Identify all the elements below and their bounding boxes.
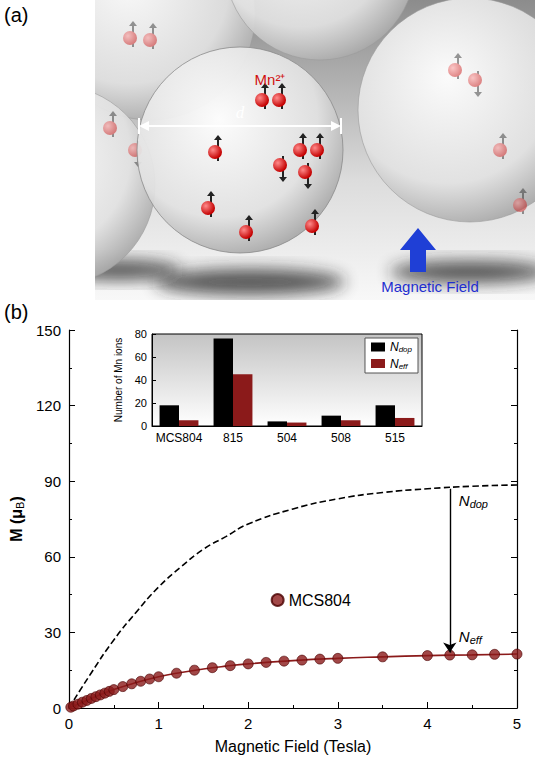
svg-text:20: 20 — [135, 397, 147, 409]
svg-text:504: 504 — [277, 431, 297, 445]
svg-text:515: 515 — [385, 431, 405, 445]
svg-text:d: d — [236, 103, 245, 122]
svg-text:1: 1 — [154, 715, 162, 732]
svg-text:Mn²⁺: Mn²⁺ — [255, 71, 286, 88]
svg-text:30: 30 — [44, 624, 61, 641]
svg-text:Magnetic Field: Magnetic Field — [381, 278, 479, 295]
svg-text:N: N — [390, 357, 399, 371]
svg-text:508: 508 — [331, 431, 351, 445]
svg-text:0: 0 — [65, 715, 73, 732]
svg-text:M (μ: M (μ — [8, 509, 25, 542]
svg-text:): ) — [8, 496, 25, 501]
svg-text:3: 3 — [334, 715, 342, 732]
svg-text:90: 90 — [44, 473, 61, 490]
svg-text:60: 60 — [135, 351, 147, 363]
svg-text:60: 60 — [44, 548, 61, 565]
svg-text:eff: eff — [470, 634, 483, 646]
svg-text:80: 80 — [135, 328, 147, 340]
svg-text:815: 815 — [223, 431, 243, 445]
svg-text:dop: dop — [399, 345, 413, 354]
svg-text:N: N — [459, 628, 470, 645]
svg-text:dop: dop — [470, 498, 488, 510]
svg-text:0: 0 — [141, 420, 147, 432]
svg-text:Number of Mn ions: Number of Mn ions — [113, 338, 124, 422]
svg-text:120: 120 — [36, 397, 61, 414]
svg-text:Magnetic Field (Tesla): Magnetic Field (Tesla) — [215, 738, 372, 755]
svg-text:0: 0 — [53, 700, 61, 717]
svg-text:4: 4 — [423, 715, 431, 732]
svg-text:eff: eff — [399, 362, 409, 371]
svg-text:(b): (b) — [4, 301, 28, 323]
svg-text:N: N — [459, 492, 470, 509]
svg-text:2: 2 — [244, 715, 252, 732]
svg-text:B: B — [14, 502, 26, 509]
svg-text:N: N — [390, 340, 399, 354]
svg-text:150: 150 — [36, 322, 61, 339]
svg-text:5: 5 — [513, 715, 521, 732]
svg-text:(a): (a) — [4, 4, 28, 26]
svg-text:MCS804: MCS804 — [289, 592, 351, 609]
svg-text:40: 40 — [135, 374, 147, 386]
svg-text:MCS804: MCS804 — [156, 431, 203, 445]
